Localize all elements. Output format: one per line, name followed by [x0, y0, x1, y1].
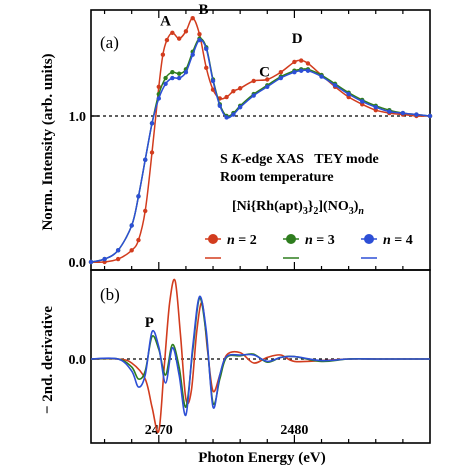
series-a-point-1: [176, 71, 182, 76]
series-a-point-0: [160, 52, 166, 57]
series-a-point-2: [387, 109, 392, 114]
series-a-point-1: [163, 75, 168, 81]
y-tick-label-b: 0.0: [69, 353, 87, 368]
annotation-technique: S K-edge XAS TEY mode: [220, 152, 379, 167]
series-a-point-1: [170, 70, 175, 75]
peak-label-a: A: [160, 13, 171, 29]
series-a-point-2: [298, 68, 304, 73]
series-a-point-0: [231, 88, 236, 94]
x-axis-title: Photon Energy (eV): [198, 450, 326, 466]
peak-label-d: D: [292, 31, 303, 47]
panel-b-ylabel: − 2nd. derivative: [40, 306, 56, 414]
series-a-point-2: [400, 110, 406, 116]
series-a-point-2: [332, 83, 338, 88]
legend-label-0: n = 2: [227, 233, 257, 248]
compound-formula: [Ni{Rh(apt)3}2](NO3)n: [232, 199, 364, 217]
series-a-point-2: [183, 70, 189, 75]
series-a-point-2: [414, 112, 419, 117]
series-a-point-0: [129, 248, 134, 253]
series-a-point-0: [115, 256, 121, 262]
panel-a-label: (a): [100, 33, 119, 52]
x-tick-label: 2480: [280, 423, 308, 438]
series-a-point-2: [319, 74, 324, 79]
series-a-point-2: [170, 75, 175, 81]
series-a-point-2: [88, 259, 94, 265]
series-a-point-0: [149, 150, 155, 155]
series-a-point-0: [143, 208, 148, 214]
annotation-temperature: Room temperature: [220, 170, 334, 185]
series-a-point-2: [115, 248, 121, 253]
series-a-point-0: [136, 237, 141, 243]
peak-label-p: P: [145, 315, 154, 331]
peak-label-b: B: [199, 2, 209, 18]
series-b-line-1: [90, 297, 430, 408]
series-a-point-0: [251, 78, 256, 84]
panel-b-label: (b): [100, 285, 120, 304]
series-a-point-0: [278, 70, 284, 75]
series-a-point-0: [170, 30, 175, 35]
series-a-point-2: [265, 84, 270, 90]
series-a-point-2: [278, 75, 284, 81]
series-a-point-2: [197, 37, 202, 43]
series-a-point-2: [231, 112, 236, 117]
series-a-point-0: [298, 58, 304, 63]
series-a-point-0: [183, 29, 189, 34]
series-a-point-2: [251, 93, 256, 98]
series-a-point-0: [164, 37, 170, 43]
series-a-point-2: [360, 99, 365, 104]
y-tick-label-a: 1.0: [69, 110, 87, 125]
legend-label-2: n = 4: [383, 233, 413, 248]
series-a-point-2: [217, 103, 223, 108]
y-tick-label-a: 0.0: [69, 256, 87, 271]
series-a-point-0: [204, 65, 209, 71]
series-a-point-2: [373, 105, 378, 110]
series-a-point-2: [129, 223, 134, 228]
series-b-line-0: [90, 278, 430, 434]
series-a-point-2: [190, 52, 195, 57]
series-a-point-0: [305, 61, 311, 66]
series-a-point-2: [143, 157, 148, 162]
series-a-point-0: [292, 59, 297, 65]
series-a-point-2: [136, 194, 141, 199]
series-a-point-2: [224, 115, 229, 120]
series-a-point-2: [176, 75, 182, 81]
series-a-point-0: [265, 77, 270, 82]
series-a-point-2: [237, 105, 243, 110]
series-a-point-0: [197, 32, 202, 37]
panel-a-ylabel: Norm. Intensity (arb. units): [40, 53, 56, 230]
series-a-point-2: [292, 70, 297, 75]
series-a-point-0: [224, 94, 229, 100]
peak-label-c: C: [259, 65, 270, 81]
series-b-line-2: [90, 295, 430, 416]
series-a-point-0: [176, 36, 182, 41]
series-a-point-2: [156, 96, 161, 101]
series-a-point-0: [156, 84, 161, 90]
series-a-point-2: [102, 256, 107, 262]
legend-label-1: n = 3: [305, 233, 335, 248]
series-a-point-2: [427, 113, 433, 119]
series-a-point-2: [163, 81, 168, 87]
series-a-point-2: [210, 78, 216, 84]
series-a-point-0: [237, 86, 243, 91]
series-a-point-2: [149, 121, 155, 126]
series-a-line-0: [90, 17, 431, 263]
series-a-point-0: [190, 15, 195, 21]
series-a-point-2: [346, 91, 351, 97]
series-a-point-2: [305, 68, 311, 73]
series-a-point-2: [204, 46, 209, 52]
panel-b-frame: [90, 269, 431, 444]
